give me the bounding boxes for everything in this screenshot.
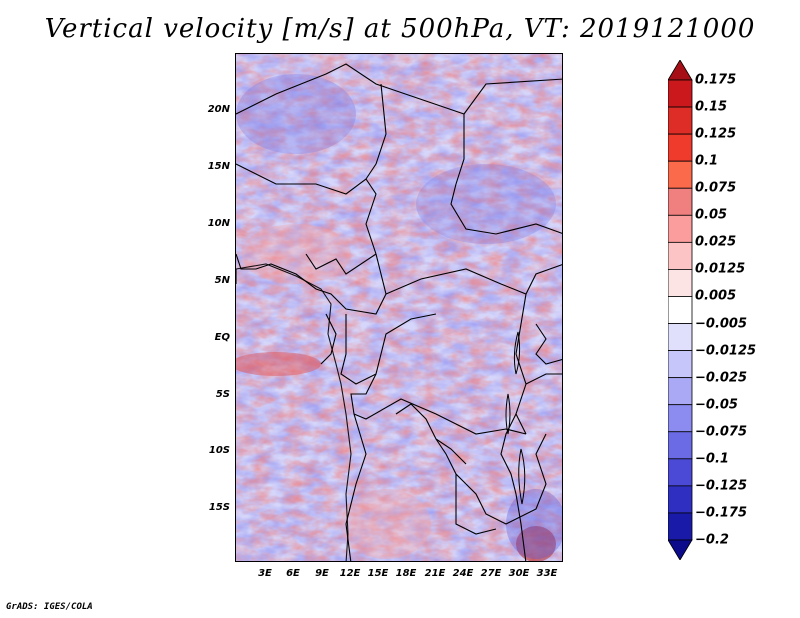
colorbar [668, 60, 693, 560]
colorbar-segment [668, 106, 693, 135]
lon-label: 3E [258, 568, 272, 579]
colorbar-label: −0.025 [695, 370, 748, 386]
lat-label: 5S [215, 389, 230, 400]
colorbar-label: −0.0125 [695, 343, 757, 359]
lat-label: 15N [207, 161, 230, 172]
lat-label: EQ [214, 332, 230, 343]
lon-label: 30E [508, 568, 530, 579]
colorbar-label: 0.025 [695, 234, 737, 250]
colorbar-label: −0.175 [695, 505, 748, 521]
colorbar-bottom-arrow [668, 539, 693, 560]
colorbar-segment [668, 296, 693, 324]
colorbar-segment [668, 79, 693, 108]
colorbar-label: 0.1 [695, 153, 719, 169]
colorbar-label: −0.005 [695, 316, 748, 332]
lon-label: 33E [536, 568, 558, 579]
colorbar-label: 0.125 [695, 126, 737, 142]
grads-credit: GrADS: IGES/COLA [6, 602, 93, 612]
colorbar-label: −0.05 [695, 397, 738, 413]
colorbar-segment [668, 241, 693, 270]
lon-label: 18E [395, 568, 417, 579]
lat-label: 10N [207, 218, 230, 229]
lon-label: 15E [367, 568, 389, 579]
colorbar-segment [668, 187, 693, 216]
lon-label: 21E [424, 568, 446, 579]
coastline [236, 263, 352, 561]
lon-label: 24E [452, 568, 474, 579]
colorbar-label: 0.05 [695, 207, 728, 223]
colorbar-segment [668, 214, 693, 243]
lon-label: 6E [286, 568, 300, 579]
colorbar-segment [668, 431, 693, 460]
colorbar-segment [668, 323, 693, 351]
negative-area [236, 74, 356, 154]
lat-label: 5N [214, 275, 230, 286]
colorbar-label: 0.075 [695, 180, 737, 196]
lat-label: 15S [208, 502, 230, 513]
negative-area [416, 164, 556, 244]
positive-area [236, 352, 321, 376]
velocity-field [236, 54, 562, 561]
colorbar-label: 0.0125 [695, 261, 746, 277]
colorbar-segment [668, 377, 693, 406]
lat-label: 20N [207, 104, 230, 115]
colorbar-segment [668, 404, 693, 433]
map-title: Vertical velocity [m/s] at 500hPa, VT: 2… [44, 14, 756, 44]
colorbar-label: −0.075 [695, 424, 748, 440]
colorbar-segment [668, 133, 693, 162]
colorbar-segment [668, 160, 693, 189]
colorbar-label: 0.15 [695, 99, 728, 115]
lat-label: 10S [208, 445, 230, 456]
lon-label: 27E [480, 568, 502, 579]
colorbar-label: 0.005 [695, 288, 737, 304]
colorbar-label: −0.1 [695, 451, 729, 467]
lakes [505, 331, 526, 505]
map-panel [235, 53, 563, 562]
negative-area [506, 489, 562, 559]
lon-label: 9E [315, 568, 329, 579]
positive-area [241, 224, 351, 284]
colorbar-segment [668, 485, 693, 514]
colorbar-segment [668, 512, 693, 541]
field-positive [236, 54, 562, 561]
colorbar-label: −0.125 [695, 478, 748, 494]
positive-area [516, 526, 556, 561]
lon-label: 12E [339, 568, 361, 579]
positive-area [341, 489, 431, 559]
colorbar-top-arrow [668, 60, 693, 81]
colorbar-segment [668, 269, 693, 297]
colorbar-segment [668, 350, 693, 379]
colorbar-label: −0.2 [695, 532, 729, 548]
colorbar-segment [668, 458, 693, 487]
colorbar-label: 0.175 [695, 72, 737, 88]
